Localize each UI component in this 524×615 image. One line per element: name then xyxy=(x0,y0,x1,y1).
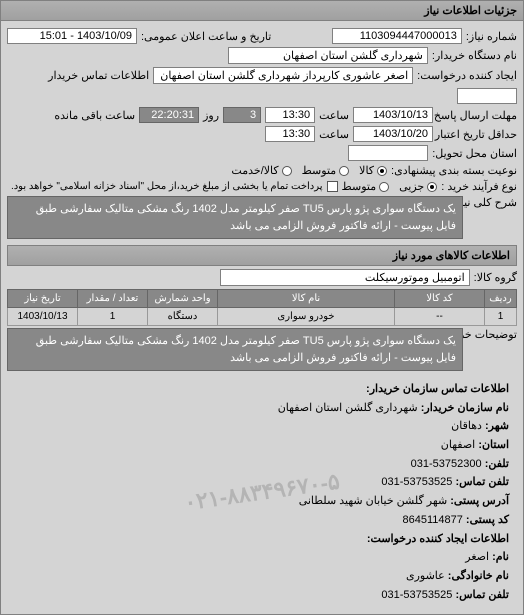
pkg-label: نوعیت بسته بندی پیشنهادی: xyxy=(391,164,517,177)
radio-icon xyxy=(379,182,389,192)
contact-heading-1: اطلاعات تماس سازمان خریدار: xyxy=(366,383,509,395)
radio-icon xyxy=(427,182,437,192)
delivery-loc-field xyxy=(348,145,428,161)
announce-field: 1403/10/09 - 15:01 xyxy=(7,28,137,44)
th-4: تعداد / مقدار xyxy=(78,290,148,308)
pkg-radio-group: کالا متوسط کالا/خدمت xyxy=(231,164,387,177)
proc-label: نوع فرآیند خرید : xyxy=(441,180,517,193)
tel-label: تلفن: xyxy=(485,458,509,470)
city-label: شهر: xyxy=(485,420,509,432)
validity-label: حداقل تاریخ اعتبار پیشنهاد: تا تاریخ: xyxy=(437,128,517,141)
table-note-label: توضیحات خریدار: xyxy=(467,328,517,341)
prov-value: اصفهان xyxy=(441,439,475,451)
deadline-label: مهلت ارسال پاسخ: تا تاریخ: xyxy=(437,109,517,122)
delivery-loc-label: استان محل تحویل: xyxy=(432,147,517,160)
goods-table: ردیف کد کالا نام کالا واحد شمارش تعداد /… xyxy=(7,289,517,326)
org-label: نام سازمان خریدار: xyxy=(421,402,509,414)
requester-label: ایجاد کننده درخواست: xyxy=(417,69,517,82)
ctel-value: 53753525-031 xyxy=(381,589,452,601)
th-5: تاریخ نیاز xyxy=(8,290,78,308)
deadline-time-field: 13:30 xyxy=(265,107,315,123)
city-value: دهاقان xyxy=(451,420,482,432)
th-3: واحد شمارش xyxy=(148,290,218,308)
proc-opt-0: جزیی xyxy=(399,180,424,193)
contact-block: ۰۲۱-۸۸۳۴۹۶۷۰-۵ اطلاعات تماس سازمان خریدا… xyxy=(7,374,517,610)
table-row[interactable]: 1 -- خودرو سواری دستگاه 1 1403/10/13 xyxy=(8,308,517,326)
th-0: ردیف xyxy=(485,290,517,308)
goods-section-title: اطلاعات کالاهای مورد نیاز xyxy=(7,245,517,266)
requester-field: اصغر عاشوری کارپرداز شهرداری گلشن استان … xyxy=(153,67,413,84)
general-desc-field: یک دستگاه سواری پژو پارس TU5 صفر کیلومتر… xyxy=(7,196,463,239)
proc-note: پرداخت تمام یا بخشی از مبلغ خرید،از محل … xyxy=(11,181,323,192)
td-1: -- xyxy=(395,308,485,326)
contact-buyer-field xyxy=(457,88,517,104)
fax-value: 53753525-031 xyxy=(381,476,452,488)
validity-time-field: 13:30 xyxy=(265,126,315,142)
pkg-opt-2: کالا/خدمت xyxy=(231,164,278,177)
buyer-field: شهرداری گلشن استان اصفهان xyxy=(228,47,428,64)
fname-value: اصغر xyxy=(465,551,489,563)
proc-radio-1[interactable]: متوسط xyxy=(342,180,390,193)
table-note-field: یک دستگاه سواری پژو پارس TU5 صفر کیلومتر… xyxy=(7,328,463,371)
contact-heading-2: اطلاعات ایجاد کننده درخواست: xyxy=(367,533,509,545)
pkg-radio-1[interactable]: متوسط xyxy=(302,164,350,177)
req-no-field: 1103094447000013 xyxy=(332,28,462,44)
time-label-1: ساعت xyxy=(319,109,349,122)
pkg-radio-0[interactable]: کالا xyxy=(359,164,387,177)
fax-label: تلفن تماس: xyxy=(455,476,509,488)
proc-radio-group: جزیی متوسط xyxy=(342,180,438,193)
proc-radio-0[interactable]: جزیی xyxy=(399,180,437,193)
post-value: 8645114877 xyxy=(402,514,462,526)
deadline-date-field: 1403/10/13 xyxy=(353,107,433,123)
td-3: دستگاه xyxy=(148,308,218,326)
group-label: گروه کالا: xyxy=(474,271,517,284)
td-5: 1403/10/13 xyxy=(8,308,78,326)
radio-icon xyxy=(282,166,292,176)
remain-time-field: 22:20:31 xyxy=(139,107,199,123)
org-value: شهرداری گلشن استان اصفهان xyxy=(278,402,418,414)
contact-buyer-label: اطلاعات تماس خریدار xyxy=(48,69,149,82)
group-field[interactable]: اتومبیل وموتورسیکلت xyxy=(220,269,470,286)
th-1: کد کالا xyxy=(395,290,485,308)
td-2: خودرو سواری xyxy=(218,308,395,326)
fname-label: نام: xyxy=(492,551,509,563)
remain-days-suffix: روز xyxy=(203,109,219,122)
time-label-2: ساعت xyxy=(319,128,349,141)
req-no-label: شماره نیاز: xyxy=(466,30,517,43)
pkg-radio-2[interactable]: کالا/خدمت xyxy=(231,164,291,177)
buyer-label: نام دستگاه خریدار: xyxy=(432,49,517,62)
announce-label: تاریخ و ساعت اعلان عمومی: xyxy=(141,30,271,43)
remain-days-field: 3 xyxy=(223,107,261,123)
radio-icon xyxy=(377,166,387,176)
pkg-opt-0: کالا xyxy=(359,164,374,177)
addr-label: آدرس پستی: xyxy=(450,495,509,507)
td-0: 1 xyxy=(485,308,517,326)
post-label: کد پستی: xyxy=(466,514,509,526)
table-header-row: ردیف کد کالا نام کالا واحد شمارش تعداد /… xyxy=(8,290,517,308)
td-4: 1 xyxy=(78,308,148,326)
radio-icon xyxy=(339,166,349,176)
proc-opt-1: متوسط xyxy=(342,180,377,193)
panel-title: جزئیات اطلاعات نیاز xyxy=(1,1,523,21)
pkg-opt-1: متوسط xyxy=(302,164,337,177)
validity-date-field: 1403/10/20 xyxy=(353,126,433,142)
addr-value: شهر گلشن خیابان شهید سلطانی xyxy=(299,495,447,507)
proc-checkbox[interactable] xyxy=(327,181,338,192)
prov-label: استان: xyxy=(478,439,509,451)
remain-suffix: ساعت باقی مانده xyxy=(54,109,135,122)
tel-value: 53752300-031 xyxy=(411,458,482,470)
ctel-label: تلفن تماس: xyxy=(455,589,509,601)
general-desc-label: شرح کلی نیاز: xyxy=(467,196,517,209)
th-2: نام کالا xyxy=(218,290,395,308)
